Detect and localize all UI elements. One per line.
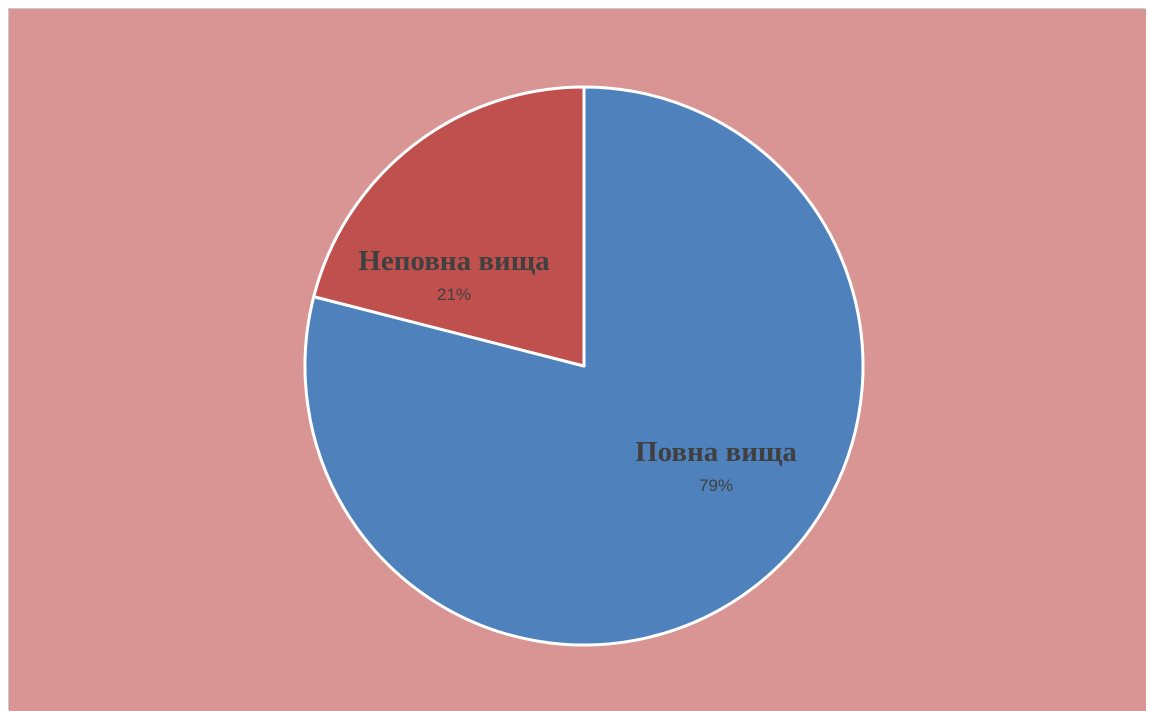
slice-percent-1: 79% bbox=[699, 476, 733, 495]
pie-labels: Повна вища 79% Неповна вища 21% bbox=[358, 245, 797, 495]
pie-slice-1[interactable] bbox=[303, 85, 865, 647]
pie-chart: Повна вища 79% Неповна вища 21% bbox=[9, 9, 1146, 711]
slice-label-2: Неповна вища bbox=[358, 245, 550, 277]
pie-slices bbox=[303, 85, 865, 647]
slice-label-1: Повна вища bbox=[635, 436, 797, 468]
slice-percent-2: 21% bbox=[437, 285, 471, 304]
pie-slice-2[interactable] bbox=[312, 85, 586, 368]
chart-area: Повна вища 79% Неповна вища 21% bbox=[8, 8, 1146, 711]
